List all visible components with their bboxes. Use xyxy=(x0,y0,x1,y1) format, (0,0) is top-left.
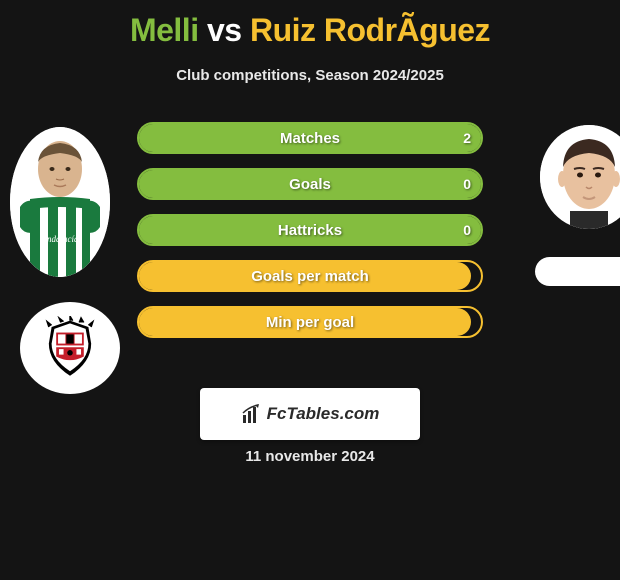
player2-avatar xyxy=(540,125,620,229)
stat-row-goals-per-match: Goals per match xyxy=(137,260,483,292)
player2-club-logo xyxy=(535,257,620,286)
stat-row-min-per-goal: Min per goal xyxy=(137,306,483,338)
stat-label: Matches xyxy=(139,130,481,147)
chart-icon xyxy=(241,403,263,425)
stat-row-hattricks: Hattricks 0 xyxy=(137,214,483,246)
stat-label: Min per goal xyxy=(139,314,481,331)
stat-label: Hattricks xyxy=(139,222,481,239)
stat-row-matches: Matches 2 xyxy=(137,122,483,154)
brand-logo[interactable]: FcTables.com xyxy=(200,388,420,440)
page-title: Melli vs Ruiz RodrÃ­guez xyxy=(0,0,620,49)
player1-name: Melli xyxy=(130,12,199,48)
stat-label: Goals xyxy=(139,176,481,193)
stat-label: Goals per match xyxy=(139,268,481,285)
comparison-card: Melli vs Ruiz RodrÃ­guez Club competitio… xyxy=(0,0,620,580)
player2-name: Ruiz RodrÃ­guez xyxy=(250,12,490,48)
stats-section: Matches 2 Goals 0 Hattricks 0 Goals per … xyxy=(137,122,483,352)
player1-club-logo xyxy=(20,302,120,394)
stat-value-right: 2 xyxy=(463,130,471,146)
subtitle: Club competitions, Season 2024/2025 xyxy=(0,67,620,84)
vs-text: vs xyxy=(207,12,242,48)
stat-value-right: 0 xyxy=(463,222,471,238)
date-text: 11 november 2024 xyxy=(0,448,620,465)
player1-avatar: Andalucía xyxy=(10,127,110,277)
brand-text: FcTables.com xyxy=(241,403,380,425)
stat-row-goals: Goals 0 xyxy=(137,168,483,200)
brand-name: FcTables.com xyxy=(267,404,380,424)
stat-value-right: 0 xyxy=(463,176,471,192)
svg-text:Andalucía: Andalucía xyxy=(41,234,79,244)
